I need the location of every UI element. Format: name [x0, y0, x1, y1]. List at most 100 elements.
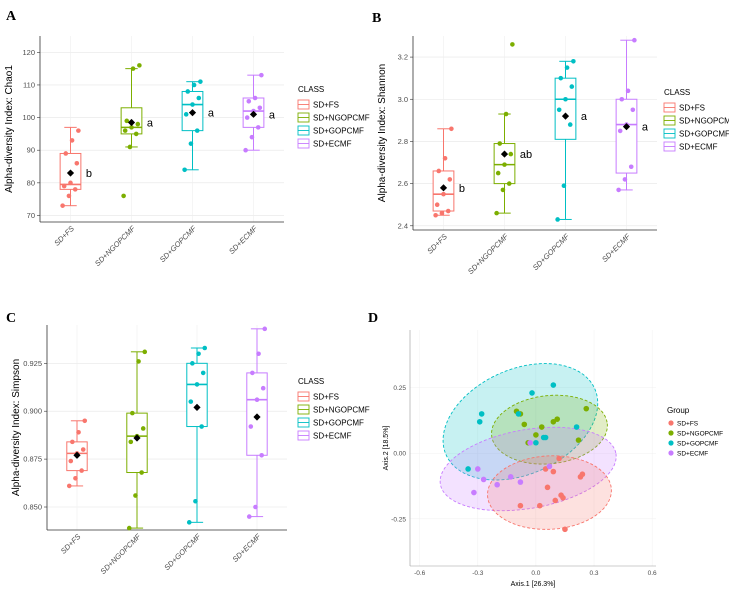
- data-point: [196, 95, 202, 101]
- data-point: [556, 455, 562, 462]
- data-point: [194, 382, 200, 387]
- data-point: [445, 208, 451, 214]
- y-tick-label: 0.00: [393, 451, 406, 458]
- legend-entry: SD+GOPCMF: [313, 127, 364, 136]
- data-point: [622, 177, 628, 182]
- data-point: [188, 399, 194, 404]
- data-point: [554, 416, 561, 422]
- data-point: [73, 475, 78, 481]
- data-point: [552, 497, 559, 504]
- data-point: [506, 181, 512, 186]
- data-point: [262, 326, 268, 332]
- data-point: [139, 470, 144, 475]
- data-point: [617, 128, 623, 134]
- data-point: [190, 361, 195, 366]
- legend-entry: SD+ECMF: [679, 143, 718, 152]
- data-point: [474, 466, 481, 472]
- data-point: [569, 84, 575, 89]
- data-point: [555, 217, 560, 222]
- data-point: [249, 134, 255, 140]
- mean-marker: [249, 110, 258, 118]
- data-point: [137, 63, 142, 68]
- x-tick-label: SD+GOPCMF: [162, 532, 202, 572]
- legend: CLASS SD+FS SD+NGOPCMF SD+GOPCMF SD+ECMF: [663, 88, 729, 152]
- y-axis-title: Axis.2 [18.5%]: [383, 426, 390, 471]
- x-tick-label: SD+FS: [59, 532, 83, 556]
- box-panel-B: B 2.4 2.6 2.8 3.0 3.2 Alpha-diversity Index: S…: [372, 11, 729, 276]
- mean-marker: [500, 150, 509, 158]
- data-point: [127, 144, 133, 150]
- data-point: [476, 418, 483, 425]
- y-tick-label: 70: [27, 211, 35, 220]
- legend-entry: SD+ECMF: [677, 451, 708, 458]
- mean-marker: [188, 109, 197, 117]
- legend-entry: SD+NGOPCMF: [677, 431, 723, 438]
- legend-key: [668, 420, 674, 426]
- data-point: [63, 151, 69, 156]
- y-tick-label: 90: [27, 146, 35, 155]
- legend: CLASS SD+FS SD+NGOPCMF SD+GOPCMF SD+ECMF: [297, 377, 370, 441]
- x-tick-label: 0.6: [648, 570, 657, 577]
- data-point: [82, 418, 88, 424]
- data-point: [199, 424, 204, 429]
- legend-title: CLASS: [664, 88, 690, 97]
- x-tick-label: SD+ECMF: [231, 532, 263, 564]
- significance-label: b: [459, 183, 465, 195]
- data-point: [196, 351, 201, 357]
- data-point: [562, 526, 568, 533]
- data-point: [550, 382, 557, 388]
- panel-label: B: [372, 11, 381, 26]
- data-point: [190, 102, 195, 107]
- significance-label: a: [642, 122, 649, 134]
- data-point: [252, 95, 258, 101]
- significance-label: a: [581, 111, 588, 123]
- data-point: [255, 125, 261, 130]
- data-point: [69, 138, 75, 143]
- data-point: [436, 168, 442, 174]
- mean-marker: [253, 413, 261, 421]
- data-point: [129, 125, 134, 130]
- data-point: [527, 439, 533, 446]
- data-point: [550, 468, 557, 475]
- data-point: [198, 79, 203, 84]
- y-tick-label: 0.925: [23, 359, 42, 368]
- data-point: [533, 432, 539, 438]
- y-tick-label: 0.875: [23, 455, 42, 464]
- data-point: [632, 37, 637, 43]
- data-point: [480, 476, 487, 483]
- data-point: [529, 390, 535, 396]
- data-point: [130, 410, 135, 416]
- x-tick-label: SD+GOPCMF: [531, 232, 571, 272]
- data-point: [538, 424, 545, 430]
- panel-label: A: [6, 9, 17, 24]
- data-point: [542, 434, 549, 441]
- data-point: [575, 437, 582, 443]
- legend-entry: SD+NGOPCMF: [313, 114, 370, 123]
- mean-marker: [622, 123, 631, 131]
- data-point: [140, 426, 146, 431]
- data-point: [136, 359, 141, 364]
- significance-label: ab: [520, 149, 532, 161]
- data-point: [121, 193, 126, 199]
- data-point: [142, 349, 148, 355]
- data-point: [625, 88, 631, 94]
- legend-title: Group: [667, 406, 690, 415]
- data-point: [126, 525, 132, 531]
- data-point: [256, 351, 261, 357]
- mean-marker: [73, 451, 81, 459]
- data-point: [254, 397, 260, 403]
- significance-label: a: [208, 108, 215, 120]
- x-tick-label: -0.3: [472, 570, 484, 577]
- data-point: [259, 72, 264, 78]
- data-point: [79, 468, 84, 473]
- legend-entry: SD+GOPCMF: [313, 419, 364, 428]
- y-tick-label: 2.6: [398, 179, 408, 188]
- legend-entry: SD+ECMF: [313, 140, 352, 149]
- y-tick-label: 2.8: [398, 137, 408, 146]
- data-point: [508, 151, 514, 157]
- data-point: [202, 345, 208, 351]
- legend-entry: SD+GOPCMF: [679, 130, 729, 139]
- mean-marker: [561, 112, 570, 120]
